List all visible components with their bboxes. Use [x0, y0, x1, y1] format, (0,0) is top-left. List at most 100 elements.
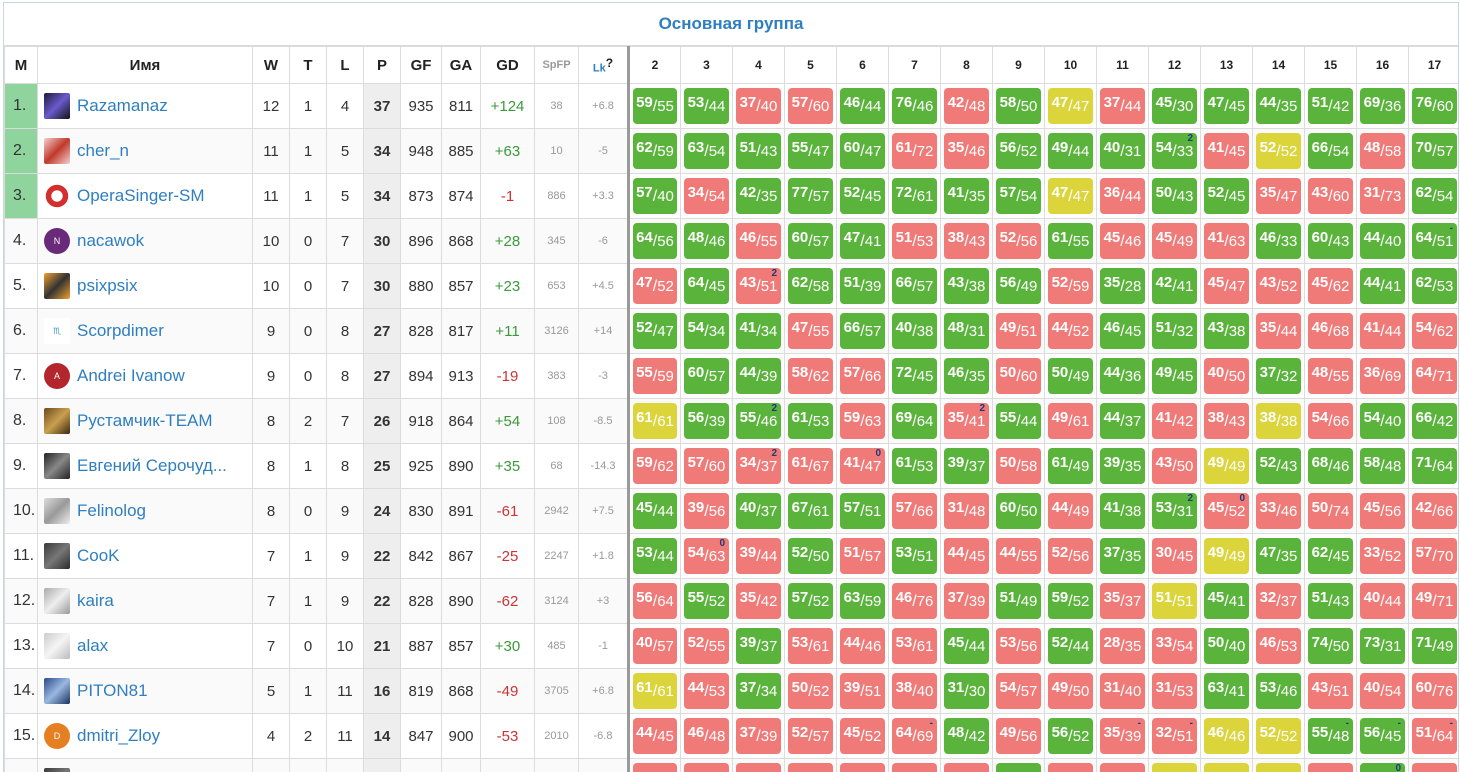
match-result-badge[interactable]: 39/44: [736, 538, 781, 574]
match-result-badge[interactable]: 44/46: [840, 628, 885, 664]
match-result-cell[interactable]: 55/61: [1045, 759, 1097, 772]
match-result-cell[interactable]: 28/35: [1097, 624, 1149, 669]
match-result-badge[interactable]: 51/53: [892, 223, 937, 259]
match-result-cell[interactable]: 38/41: [1097, 759, 1149, 772]
match-result-badge[interactable]: 45/56: [1360, 493, 1405, 529]
match-result-badge[interactable]: 59/55: [633, 88, 677, 124]
match-result-cell[interactable]: 57/60: [681, 444, 733, 489]
match-result-badge[interactable]: 44/35: [1256, 88, 1301, 124]
player-name-link[interactable]: Felinolog: [77, 501, 146, 521]
match-result-badge[interactable]: 45/46: [1100, 223, 1145, 259]
match-result-cell[interactable]: 40/31: [1097, 129, 1149, 174]
col-header-opponent[interactable]: 12: [1149, 47, 1201, 84]
match-result-cell[interactable]: 31/73: [1357, 174, 1409, 219]
match-result-badge[interactable]: 59/62: [633, 448, 677, 484]
match-result-badge[interactable]: 52/45: [840, 178, 885, 214]
match-result-badge[interactable]: 60/47: [840, 133, 885, 169]
match-result-badge[interactable]: 66/54: [1308, 133, 1353, 169]
match-result-cell[interactable]: 64/51-: [1409, 219, 1460, 264]
match-result-badge[interactable]: 41/42: [1152, 403, 1197, 439]
col-header-opponent[interactable]: 17: [1409, 47, 1460, 84]
match-result-cell[interactable]: 60/47: [837, 129, 889, 174]
match-result-badge[interactable]: 44/41: [1360, 268, 1405, 304]
match-result-badge[interactable]: 51/39: [840, 268, 885, 304]
match-result-badge[interactable]: 57/40: [633, 178, 677, 214]
match-result-badge[interactable]: 54/40: [1360, 403, 1405, 439]
match-result-cell[interactable]: 46/46: [1201, 714, 1253, 759]
match-result-cell[interactable]: 39/44: [733, 534, 785, 579]
player-name-link[interactable]: OperaSinger-SM: [77, 186, 205, 206]
match-result-cell[interactable]: 40/50: [1201, 354, 1253, 399]
match-result-badge[interactable]: 38/40: [892, 673, 937, 709]
match-result-badge[interactable]: 69/64: [892, 403, 937, 439]
col-header-opponent[interactable]: 5: [785, 47, 837, 84]
match-result-badge[interactable]: 30/45: [1152, 538, 1197, 574]
match-result-cell[interactable]: 56/53: [993, 759, 1045, 772]
match-result-badge[interactable]: 44/39: [736, 358, 781, 394]
match-result-cell[interactable]: 61/67: [785, 444, 837, 489]
player-cell[interactable]: Алексей Ларёв: [38, 759, 253, 772]
col-header-opponent[interactable]: 14: [1253, 47, 1305, 84]
match-result-badge[interactable]: 40/44: [1360, 583, 1405, 619]
match-result-badge[interactable]: 52/52: [1256, 718, 1301, 754]
match-result-badge[interactable]: 50/49: [1048, 358, 1093, 394]
match-result-cell[interactable]: 59/63: [837, 399, 889, 444]
match-result-badge[interactable]: 46/76: [892, 583, 937, 619]
match-result-badge[interactable]: 64/69-: [892, 718, 937, 754]
match-result-badge[interactable]: 32/51-: [1152, 718, 1197, 754]
player-cell[interactable]: CooK: [38, 534, 253, 579]
match-result-cell[interactable]: 46/44: [837, 84, 889, 129]
match-result-badge[interactable]: 54/34: [684, 313, 729, 349]
match-result-badge[interactable]: 56/45-: [1360, 718, 1405, 754]
match-result-badge[interactable]: 52/45: [1204, 178, 1249, 214]
match-result-badge[interactable]: 61/67: [788, 448, 833, 484]
match-result-badge[interactable]: 51/42: [1308, 88, 1353, 124]
match-result-badge[interactable]: 62/45: [1308, 538, 1353, 574]
match-result-badge[interactable]: 58/62: [788, 358, 833, 394]
match-result-badge[interactable]: 54/57: [996, 673, 1041, 709]
col-header-gd[interactable]: GD: [481, 47, 535, 84]
avatar-cat-image[interactable]: [44, 498, 70, 524]
match-result-badge[interactable]: 72/61: [892, 178, 937, 214]
match-result-badge[interactable]: 48/42: [944, 718, 989, 754]
match-result-cell[interactable]: 45/62: [1305, 264, 1357, 309]
match-result-cell[interactable]: 45/41: [1201, 579, 1253, 624]
match-result-badge[interactable]: 52/59: [1048, 268, 1093, 304]
match-result-cell[interactable]: 49/50: [1045, 669, 1097, 714]
match-result-cell[interactable]: 43/51: [1305, 669, 1357, 714]
match-result-cell[interactable]: 41/63: [1201, 219, 1253, 264]
col-header-opponent[interactable]: 7: [889, 47, 941, 84]
match-result-badge[interactable]: 43/60: [1308, 178, 1353, 214]
match-result-cell[interactable]: 31/40: [1097, 669, 1149, 714]
match-result-badge[interactable]: 63/54: [684, 133, 729, 169]
match-result-badge[interactable]: 53/56: [996, 628, 1041, 664]
match-result-badge[interactable]: 63/59: [840, 583, 885, 619]
match-result-cell[interactable]: 56/64: [629, 579, 681, 624]
match-result-badge[interactable]: 46/68: [1308, 313, 1353, 349]
match-result-badge[interactable]: 53/61: [788, 628, 833, 664]
match-result-cell[interactable]: 42/41: [1149, 264, 1201, 309]
match-result-badge[interactable]: 51/51: [1152, 583, 1197, 619]
match-result-cell[interactable]: 52/50: [785, 534, 837, 579]
match-result-badge[interactable]: 73/31: [1360, 628, 1405, 664]
match-result-badge[interactable]: 53/44: [684, 88, 729, 124]
col-header-pos[interactable]: М: [5, 47, 38, 84]
match-result-cell[interactable]: 31/53: [1149, 669, 1201, 714]
match-result-badge[interactable]: 41/44: [1360, 313, 1405, 349]
match-result-cell[interactable]: 61/55: [1045, 219, 1097, 264]
match-result-cell[interactable]: 61/49: [1045, 444, 1097, 489]
match-result-badge[interactable]: 43/51: [1308, 673, 1353, 709]
match-result-badge[interactable]: 31/30: [944, 673, 989, 709]
match-result-cell[interactable]: 53/44: [681, 84, 733, 129]
avatar-spartak-logo[interactable]: [44, 183, 70, 209]
match-result-cell[interactable]: 33/52: [1357, 534, 1409, 579]
match-result-cell[interactable]: 45/30: [1149, 84, 1201, 129]
match-result-cell[interactable]: 35/46: [941, 129, 993, 174]
match-result-cell[interactable]: 73/31: [1357, 624, 1409, 669]
match-result-cell[interactable]: 47/60: [837, 759, 889, 772]
match-result-badge[interactable]: 38/38: [1256, 403, 1301, 439]
match-result-cell[interactable]: 47/47: [1045, 174, 1097, 219]
avatar-grey-image[interactable]: [44, 543, 70, 569]
